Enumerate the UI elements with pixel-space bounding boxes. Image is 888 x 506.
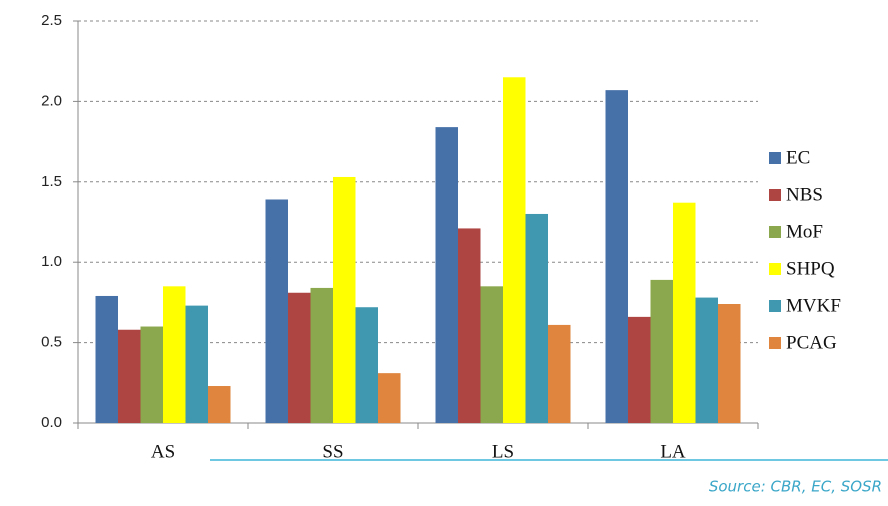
legend-swatch (769, 189, 781, 201)
bar (605, 90, 628, 424)
legend-swatch (769, 300, 781, 312)
y-tick-label: 0.0 (41, 414, 62, 431)
bar (673, 202, 696, 423)
bar (695, 297, 718, 423)
x-tick-label: SS (322, 441, 343, 462)
y-tick-label: 2.0 (41, 92, 62, 109)
bar (650, 279, 673, 423)
source-note: Source: CBR, EC, SOSR (709, 478, 882, 496)
y-tick-label: 1.5 (41, 173, 62, 190)
y-tick-label: 1.0 (41, 253, 62, 270)
legend-label: EC (786, 147, 810, 168)
bar (163, 286, 186, 423)
legend-swatch (769, 152, 781, 164)
bar (525, 213, 548, 423)
x-tick-label: LA (660, 441, 686, 462)
legend-swatch (769, 337, 781, 349)
bar (548, 324, 571, 423)
bar (378, 373, 401, 423)
bar (718, 304, 741, 423)
bar (140, 326, 163, 423)
bar (118, 329, 141, 423)
bar (95, 295, 118, 423)
bar (503, 77, 526, 423)
legend-swatch (769, 263, 781, 275)
bar (333, 176, 356, 423)
bar (208, 386, 231, 423)
legend-label: MVKF (786, 295, 841, 316)
bar (628, 316, 651, 423)
x-tick-label: AS (151, 441, 175, 462)
x-tick-label: LS (492, 441, 514, 462)
legend-label: MoF (786, 221, 823, 242)
legend-label: NBS (786, 184, 823, 205)
bar (310, 287, 333, 423)
bar (458, 228, 481, 423)
bar (185, 305, 208, 423)
legend-label: PCAG (786, 332, 837, 353)
y-tick-label: 2.5 (41, 12, 62, 29)
legend-swatch (769, 226, 781, 238)
bar (288, 292, 311, 423)
bar (435, 127, 458, 424)
y-tick-label: 0.5 (41, 334, 62, 351)
bar (480, 286, 503, 423)
bar (265, 199, 288, 423)
legend-label: SHPQ (786, 258, 835, 279)
bar (355, 307, 378, 423)
